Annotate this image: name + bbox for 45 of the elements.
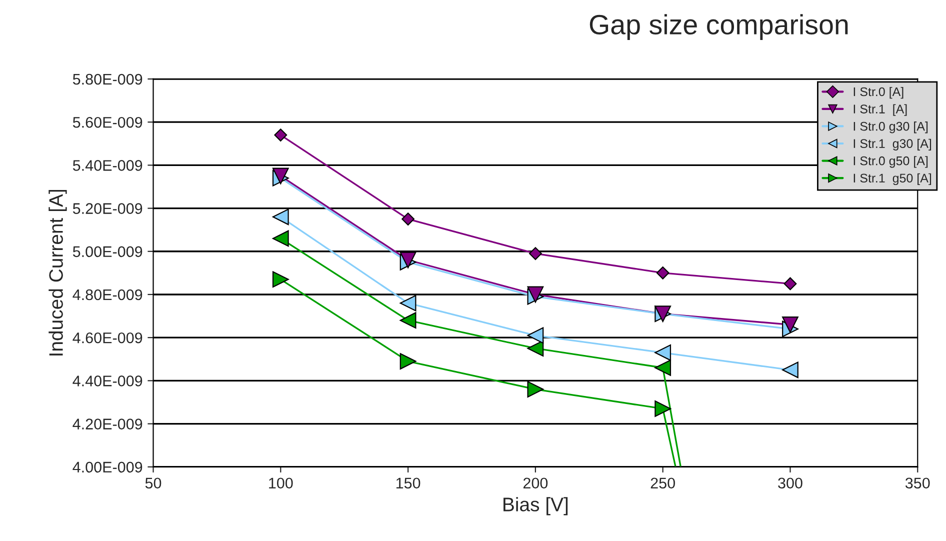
- x-tick-label: 200: [523, 478, 548, 489]
- point: [402, 212, 414, 226]
- legend-label: I Str.0 g50 [A]: [854, 156, 928, 168]
- point: [400, 353, 416, 370]
- legend-label: I Str.1 g50 [A]: [854, 173, 932, 186]
- point: [272, 230, 289, 247]
- point: [782, 316, 798, 333]
- y-tick-label: 5.00E-009: [72, 246, 142, 258]
- point: [656, 266, 670, 280]
- point: [527, 327, 544, 344]
- point: [784, 277, 797, 290]
- point: [782, 362, 798, 378]
- point: [654, 344, 672, 361]
- point: [654, 400, 672, 417]
- y-axis-title: Induced Current [A]: [48, 190, 67, 356]
- y-tick-label: 4.60E-009: [72, 332, 142, 344]
- point: [528, 247, 542, 260]
- point: [272, 208, 289, 226]
- point: [527, 340, 544, 357]
- legend-label: I Str.0 g30 [A]: [854, 122, 928, 134]
- x-tick-label: 350: [905, 478, 930, 489]
- point: [527, 381, 544, 398]
- x-tick-label: 100: [269, 478, 293, 489]
- point: [272, 271, 289, 288]
- point: [654, 360, 672, 376]
- point: [400, 294, 416, 312]
- x-tick-label: 250: [650, 478, 675, 489]
- x-tick-label: 300: [778, 478, 802, 489]
- legend-label: I Str.1 [A]: [854, 104, 907, 116]
- x-tick-label: 50: [145, 478, 162, 489]
- y-tick-label: 4.40E-009: [72, 376, 142, 386]
- x-tick-label: 150: [396, 478, 420, 489]
- point: [274, 128, 288, 142]
- y-tick-label: 4.00E-009: [72, 462, 142, 473]
- y-tick-label: 5.40E-009: [72, 160, 142, 171]
- legend-label: I Str.0 [A]: [854, 86, 904, 99]
- point: [400, 312, 416, 329]
- y-tick-label: 4.80E-009: [72, 289, 142, 300]
- y-tick-label: 5.60E-009: [72, 116, 142, 128]
- y-tick-label: 4.20E-009: [72, 418, 142, 430]
- chart-title: Gap size comparison: [590, 14, 848, 40]
- y-tick-label: 5.80E-009: [72, 74, 142, 85]
- x-axis-title: Bias [V]: [504, 497, 568, 516]
- legend-label: I Str.1 g30 [A]: [854, 138, 932, 150]
- y-tick-label: 5.20E-009: [72, 203, 142, 214]
